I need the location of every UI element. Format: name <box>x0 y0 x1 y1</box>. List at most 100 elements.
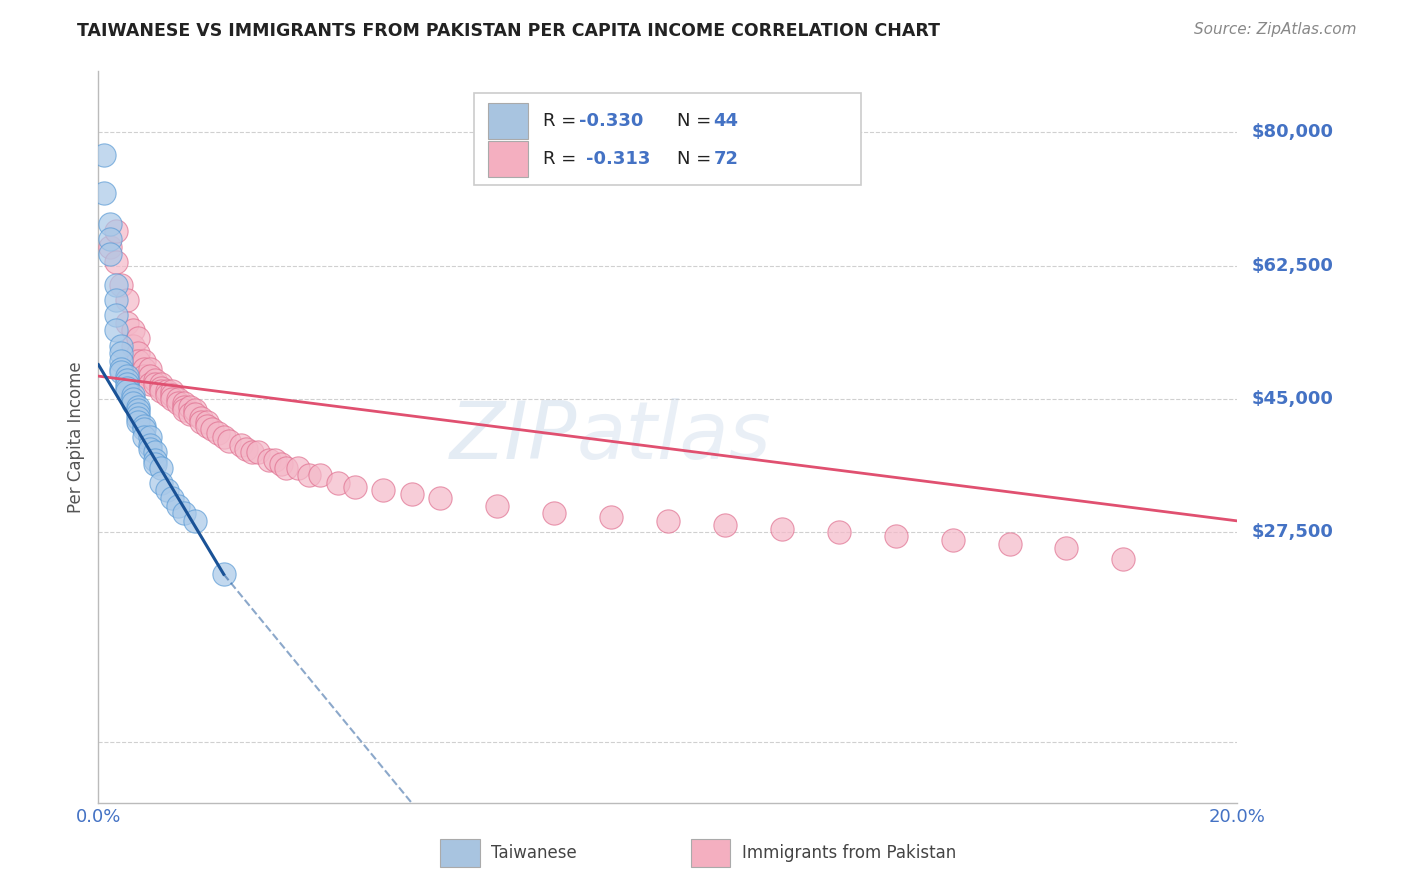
Y-axis label: Per Capita Income: Per Capita Income <box>67 361 86 513</box>
Point <box>298 468 321 483</box>
Point <box>145 457 167 471</box>
Point <box>98 232 121 246</box>
Point <box>132 369 155 384</box>
Point <box>429 491 451 505</box>
FancyBboxPatch shape <box>488 141 527 178</box>
Text: -0.313: -0.313 <box>586 150 650 168</box>
Point <box>167 396 190 410</box>
Text: $62,500: $62,500 <box>1251 257 1333 275</box>
Text: Source: ZipAtlas.com: Source: ZipAtlas.com <box>1194 22 1357 37</box>
Point <box>600 510 623 524</box>
Point <box>104 255 127 269</box>
Point <box>326 475 349 490</box>
Point <box>121 338 143 352</box>
Point <box>93 186 115 201</box>
Point <box>229 438 252 452</box>
Point <box>173 400 195 414</box>
Point <box>162 388 184 402</box>
Point <box>212 430 235 444</box>
Point <box>942 533 965 547</box>
Point <box>132 354 155 368</box>
Text: $45,000: $45,000 <box>1251 390 1333 408</box>
Point <box>162 491 184 505</box>
Text: $27,500: $27,500 <box>1251 524 1333 541</box>
Point <box>246 445 269 459</box>
Point <box>104 224 127 238</box>
Point <box>110 365 132 379</box>
Point <box>121 388 143 402</box>
Point <box>714 517 737 532</box>
Point <box>127 346 149 360</box>
Point <box>173 396 195 410</box>
FancyBboxPatch shape <box>440 839 479 867</box>
Point <box>150 376 173 391</box>
Point <box>127 411 149 425</box>
Point <box>270 457 292 471</box>
Point <box>173 506 195 520</box>
Point <box>98 239 121 253</box>
Point <box>998 537 1021 551</box>
Point <box>343 480 366 494</box>
Point <box>104 323 127 337</box>
Point <box>173 403 195 417</box>
Point <box>104 308 127 322</box>
Point <box>212 567 235 582</box>
Text: 72: 72 <box>713 150 738 168</box>
Point <box>115 373 138 387</box>
Point <box>162 384 184 399</box>
Text: ZIP: ZIP <box>450 398 576 476</box>
Point <box>127 331 149 345</box>
Text: N =: N = <box>676 112 717 130</box>
Point <box>110 354 132 368</box>
Text: R =: R = <box>543 150 588 168</box>
Point <box>110 346 132 360</box>
FancyBboxPatch shape <box>488 103 527 139</box>
Point <box>184 514 207 528</box>
Point <box>145 445 167 459</box>
Point <box>276 460 298 475</box>
Point <box>138 361 160 376</box>
Point <box>121 396 143 410</box>
Point <box>115 376 138 391</box>
Point <box>401 487 423 501</box>
Text: -0.330: -0.330 <box>579 112 644 130</box>
Point <box>93 148 115 162</box>
Point <box>156 384 179 399</box>
Point <box>115 384 138 399</box>
Text: TAIWANESE VS IMMIGRANTS FROM PAKISTAN PER CAPITA INCOME CORRELATION CHART: TAIWANESE VS IMMIGRANTS FROM PAKISTAN PE… <box>77 22 941 40</box>
Point <box>145 453 167 467</box>
Point <box>195 418 218 433</box>
Point <box>138 430 160 444</box>
Point <box>127 354 149 368</box>
Point <box>770 521 793 535</box>
Text: 44: 44 <box>713 112 738 130</box>
Text: atlas: atlas <box>576 398 772 476</box>
Point <box>150 475 173 490</box>
Point <box>195 415 218 429</box>
Point <box>104 277 127 292</box>
Point <box>115 293 138 307</box>
Point <box>190 415 212 429</box>
Point <box>121 392 143 406</box>
Point <box>190 411 212 425</box>
Point <box>150 384 173 399</box>
Point <box>145 373 167 387</box>
Point <box>167 392 190 406</box>
Point <box>115 380 138 394</box>
Point <box>138 442 160 456</box>
Text: R =: R = <box>543 112 582 130</box>
Point <box>373 483 395 498</box>
Point <box>156 483 179 498</box>
Point <box>264 453 287 467</box>
Point <box>127 403 149 417</box>
Point <box>127 407 149 421</box>
Point <box>115 369 138 384</box>
Point <box>98 217 121 231</box>
Point <box>309 468 332 483</box>
FancyBboxPatch shape <box>690 839 731 867</box>
Point <box>218 434 240 448</box>
Point <box>543 506 565 520</box>
Point <box>138 438 160 452</box>
Point <box>184 407 207 421</box>
Point <box>121 323 143 337</box>
